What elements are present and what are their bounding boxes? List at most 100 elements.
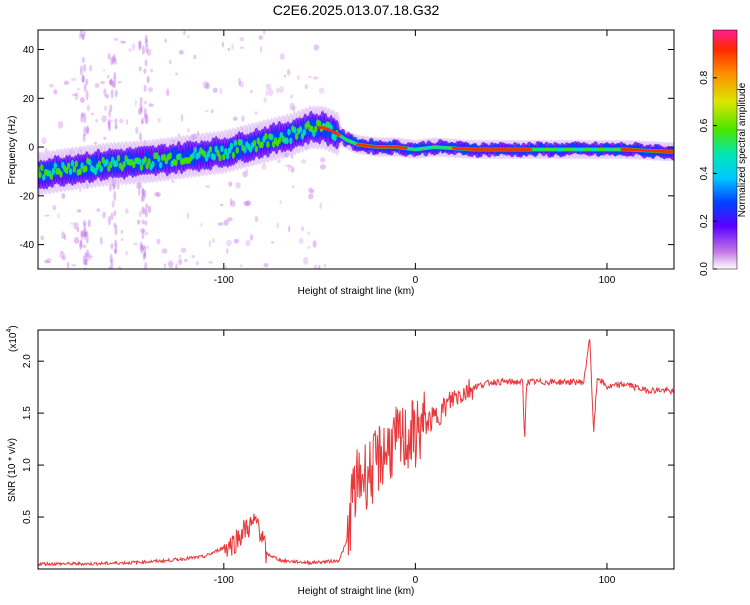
spectrogram-streak bbox=[143, 207, 147, 215]
spectrogram-speckle bbox=[243, 201, 250, 207]
spectrogram-streak bbox=[84, 252, 88, 259]
spectrogram-streak bbox=[109, 104, 113, 113]
spectrogram-speckle bbox=[186, 211, 190, 220]
spectrogram-speckle bbox=[52, 205, 57, 211]
snr-xtick-label: -100 bbox=[214, 575, 234, 586]
spectrogram-streak bbox=[114, 243, 118, 255]
spectrogram-speckle bbox=[319, 157, 326, 163]
spectrogram-speckle bbox=[219, 87, 223, 95]
spectrogram-speckle bbox=[74, 92, 79, 100]
spectrogram-peak-core bbox=[59, 170, 63, 178]
spectrogram-speckle bbox=[66, 261, 70, 269]
spectrogram-streak bbox=[141, 219, 145, 225]
spectrogram-speckle bbox=[178, 258, 183, 266]
spectrogram-ylabel: Frequency (Hz) bbox=[7, 116, 18, 185]
spectrogram-peak-core bbox=[70, 159, 75, 167]
spectrogram-speckle bbox=[169, 59, 172, 65]
spectrogram-speckle bbox=[73, 237, 80, 244]
spectrogram-speckle bbox=[265, 90, 268, 97]
spectrogram-speckle bbox=[240, 46, 245, 49]
spectrogram-speckle bbox=[103, 136, 107, 140]
spectrogram-peak-core bbox=[220, 145, 224, 153]
spectrogram-speckle bbox=[106, 74, 110, 79]
spectrogram-streak bbox=[139, 106, 143, 113]
spectrogram-speckle bbox=[233, 116, 238, 121]
spectrogram-speckle bbox=[193, 54, 197, 60]
spectrogram-xtick-label: -100 bbox=[214, 275, 234, 286]
spectrogram-speckle bbox=[139, 228, 146, 233]
snr-ytick-label: 1.0 bbox=[22, 458, 33, 472]
spectrogram-peak-core bbox=[239, 138, 243, 146]
spectrogram-ytick-label: -40 bbox=[20, 240, 35, 251]
spectrogram-streak bbox=[79, 238, 83, 248]
spectrogram-streak bbox=[139, 97, 143, 103]
spectrogram-peak-core bbox=[137, 158, 142, 165]
spectrogram-speckle bbox=[231, 43, 234, 51]
spectrogram-peak-core bbox=[229, 142, 234, 150]
snr-frame bbox=[37, 329, 675, 570]
spectrogram-heatmap bbox=[38, 30, 674, 269]
spectrogram-speckle bbox=[85, 253, 92, 261]
spectrogram-speckle bbox=[61, 193, 66, 200]
spectrogram-peak-core bbox=[216, 149, 220, 157]
spectrogram-speckle bbox=[131, 43, 136, 51]
spectrogram-streak bbox=[113, 222, 117, 228]
spectrogram-speckle bbox=[263, 97, 267, 103]
spectrogram-speckle bbox=[101, 115, 107, 123]
spectrogram-speckle bbox=[254, 215, 259, 223]
snr-ytick-label: 2.0 bbox=[22, 354, 33, 368]
spectrogram-peak-core bbox=[298, 126, 303, 133]
spectrogram-streak bbox=[143, 190, 147, 198]
spectrogram-streak bbox=[83, 63, 87, 72]
spectrogram-streak bbox=[108, 125, 112, 132]
spectrogram-speckle bbox=[103, 88, 107, 96]
spectrogram-speckle bbox=[178, 254, 182, 260]
spectrogram-streak bbox=[145, 44, 149, 54]
spectrogram-peak-core bbox=[317, 120, 322, 128]
spectrogram-streak bbox=[113, 248, 117, 254]
spectrogram-speckle bbox=[77, 209, 82, 213]
spectrogram-speckle bbox=[146, 75, 150, 83]
spectrogram-speckle bbox=[148, 103, 154, 107]
spectrogram-speckle bbox=[138, 210, 142, 218]
spectrogram-streak bbox=[81, 230, 85, 237]
spectrogram-streak bbox=[144, 38, 148, 47]
spectrogram-speckle bbox=[114, 37, 119, 41]
spectrogram-speckle bbox=[312, 240, 317, 248]
spectrogram-xlabel: Height of straight line (km) bbox=[298, 286, 415, 297]
spectrogram-streak bbox=[142, 253, 146, 261]
spectrogram-peak-core bbox=[105, 158, 109, 166]
spectrogram-streak bbox=[110, 212, 114, 221]
spectrogram-speckle bbox=[135, 126, 139, 135]
spectrogram-speckle bbox=[288, 225, 291, 233]
spectrogram-speckle bbox=[147, 87, 154, 93]
spectrogram-speckle bbox=[99, 236, 103, 245]
spectrogram-speckle bbox=[318, 264, 321, 269]
spectrogram-streak bbox=[83, 126, 87, 137]
spectrogram-speckle bbox=[211, 109, 214, 114]
spectrogram-streak bbox=[144, 34, 148, 44]
spectrogram-streak bbox=[85, 90, 89, 101]
spectrogram-streak bbox=[110, 78, 114, 87]
snr-panel: -100 0 100 2.0 1.5 1.0 0.5 Height of straight … bbox=[6, 325, 675, 597]
spectrogram-speckle bbox=[141, 120, 144, 125]
spectrogram-speckle bbox=[313, 264, 318, 269]
spectrogram-peak-core bbox=[66, 162, 71, 170]
spectrogram-peak-core bbox=[97, 160, 102, 168]
spectrogram-streak bbox=[83, 83, 87, 93]
spectrogram-speckle bbox=[44, 214, 50, 217]
colorbar-tick-label: 0.8 bbox=[699, 70, 710, 84]
spectrogram-streak bbox=[107, 118, 111, 127]
spectrogram-streak bbox=[114, 118, 118, 124]
spectrogram-streak bbox=[81, 34, 85, 41]
spectrogram-speckle bbox=[166, 88, 170, 97]
spectrogram-speckle bbox=[204, 109, 209, 113]
spectrogram-speckle bbox=[102, 69, 106, 72]
spectrogram-speckle bbox=[63, 80, 70, 86]
spectrogram-speckle bbox=[225, 265, 228, 269]
spectrogram-speckle bbox=[41, 137, 47, 145]
spectrogram-speckle bbox=[254, 111, 258, 115]
spectrogram-peak-core bbox=[252, 139, 257, 147]
spectrogram-streak bbox=[138, 40, 142, 50]
spectrogram-speckle bbox=[279, 53, 285, 60]
